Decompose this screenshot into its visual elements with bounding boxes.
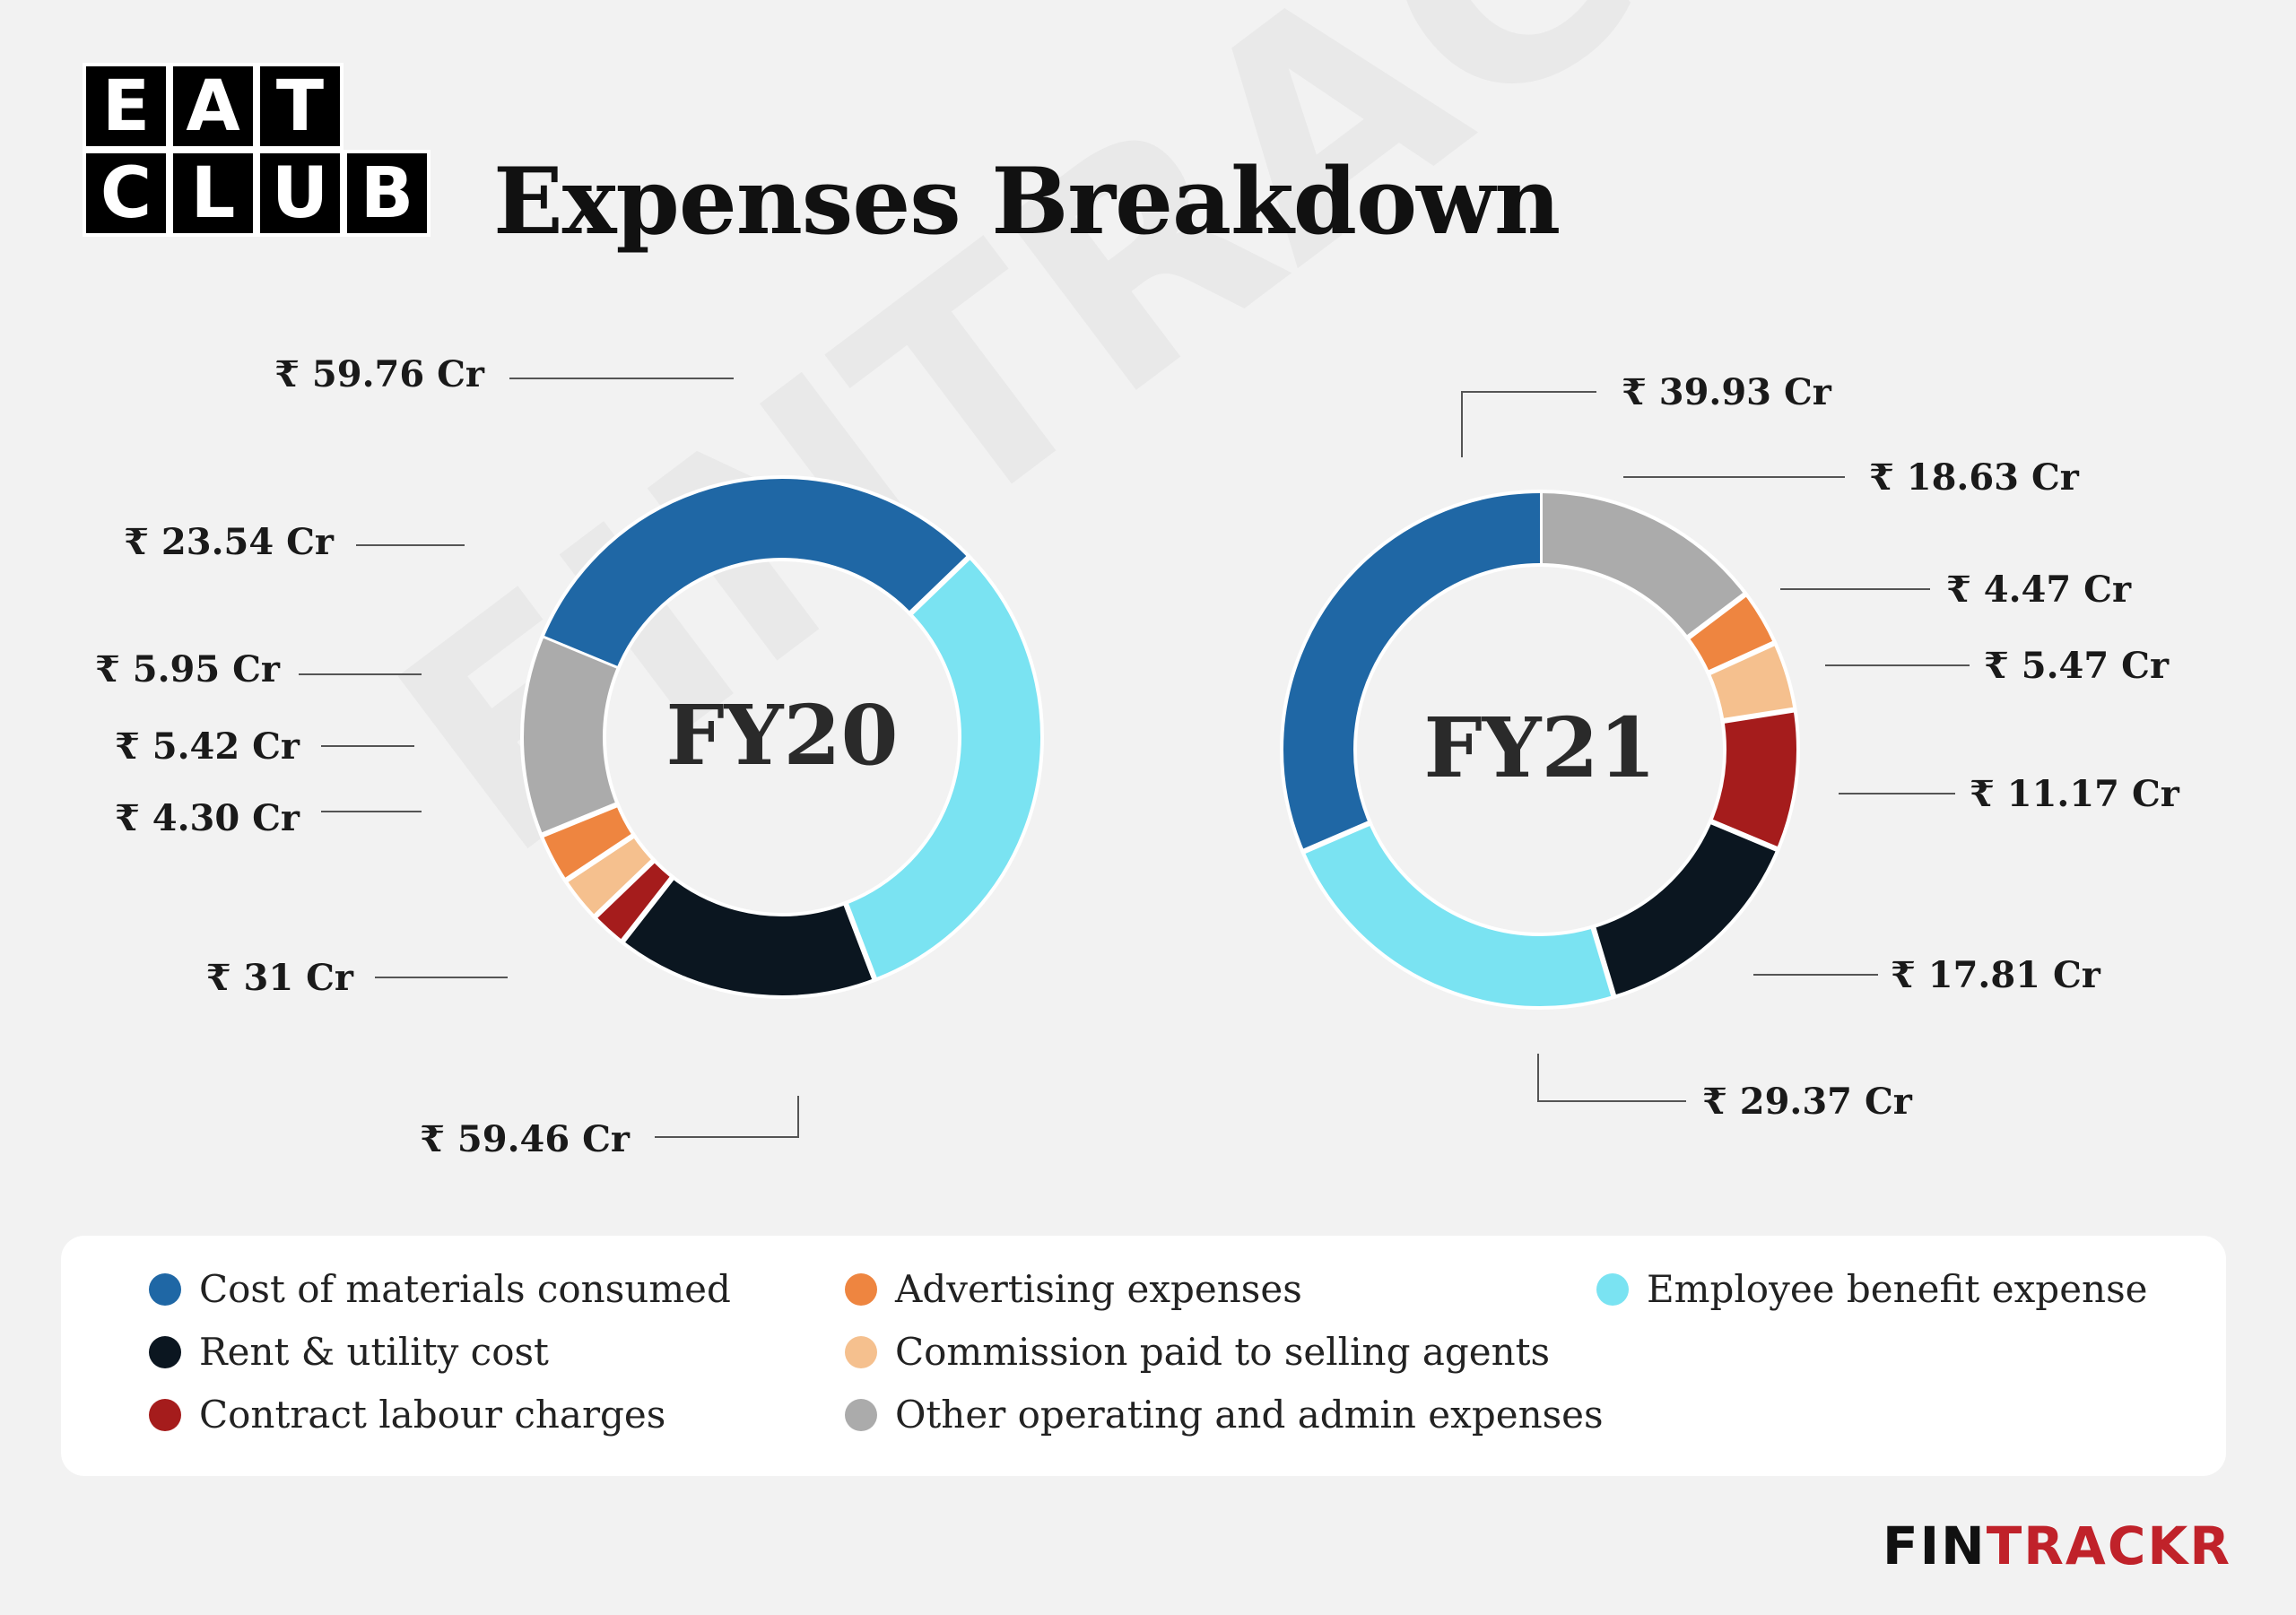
donut-slice <box>622 876 875 997</box>
legend-swatch <box>149 1272 181 1306</box>
legend-swatch <box>149 1398 181 1431</box>
logo-letter: U <box>257 150 344 237</box>
value-label: ₹ 5.95 Cr <box>95 648 281 690</box>
legend-label: Commission paid to selling agents <box>895 1330 1551 1374</box>
legend-item-advertising: Advertising expenses <box>845 1267 1302 1311</box>
slice-separator <box>561 831 638 884</box>
legend-swatch <box>845 1398 877 1431</box>
donut-slice <box>844 556 1042 980</box>
legend-swatch <box>845 1272 877 1306</box>
legend-swatch <box>845 1335 877 1368</box>
donut-slice <box>1302 821 1614 1008</box>
value-label: ₹ 39.93 Cr <box>1622 371 1832 413</box>
donut-slice <box>522 638 619 836</box>
legend-item-cost-of-materials: Cost of materials consumed <box>149 1267 731 1311</box>
logo-letter: C <box>83 150 170 237</box>
value-label: ₹ 4.47 Cr <box>1946 569 2132 611</box>
fintrackr-logo: FINTRACKR <box>1883 1515 2231 1576</box>
eat-club-logo: E A T C L U B <box>83 63 430 237</box>
leader-line <box>1461 391 1596 457</box>
value-label: ₹ 5.47 Cr <box>1984 645 2170 687</box>
logo-letter: E <box>83 63 170 150</box>
center-label: FY20 <box>665 687 898 784</box>
donut-border <box>1353 563 1726 936</box>
value-label: ₹ 17.81 Cr <box>1891 954 2101 996</box>
slice-separator <box>618 873 676 945</box>
value-label: ₹ 29.37 Cr <box>1702 1081 1913 1123</box>
leader-line <box>655 1096 799 1138</box>
donut-slice <box>541 803 635 881</box>
logo-letter: B <box>344 150 430 237</box>
slice-separator <box>538 801 621 839</box>
legend-item-rent-utility: Rent & utility cost <box>149 1330 549 1374</box>
value-label: ₹ 31 Cr <box>206 957 354 999</box>
value-label: ₹ 59.46 Cr <box>420 1118 631 1160</box>
page-title: Expenses Breakdown <box>493 148 1561 256</box>
logo-letter: L <box>170 150 257 237</box>
logo-letter: T <box>257 63 344 150</box>
donut-slice <box>542 477 970 670</box>
donut-slice <box>1708 642 1796 722</box>
slice-separator <box>1707 818 1781 854</box>
legend-item-other-operating: Other operating and admin expenses <box>845 1393 1604 1437</box>
brand-part-1: FIN <box>1882 1515 1987 1576</box>
donut-slice <box>1539 491 1746 639</box>
logo-letter: A <box>170 63 257 150</box>
donut-fy20: FY20 ₹ 59.76 Cr ₹ 59.46 Cr ₹ 31 Cr ₹ 4.30 Cr… <box>95 353 1044 1160</box>
legend-label: Advertising expenses <box>895 1267 1302 1311</box>
slice-separator <box>907 553 973 618</box>
donut-slice <box>1592 820 1779 997</box>
slice-separator <box>842 899 879 983</box>
slice-separator <box>1720 707 1797 725</box>
brand-part-2: TRACKR <box>1986 1515 2231 1576</box>
donut-slice <box>1709 709 1798 850</box>
legend-item-contract-labour: Contract labour charges <box>149 1393 665 1437</box>
value-label: ₹ 4.30 Cr <box>115 797 300 839</box>
slice-separator <box>1705 639 1779 677</box>
value-label: ₹ 59.76 Cr <box>274 353 485 395</box>
legend-swatch <box>149 1335 181 1368</box>
donut-slice <box>1282 491 1541 852</box>
legend-label: Employee benefit expense <box>1647 1267 2148 1311</box>
slice-separator <box>1300 820 1373 855</box>
donut-slice <box>594 859 674 942</box>
slice-separator <box>591 856 657 921</box>
donut-slice <box>1686 594 1776 674</box>
legend-label: Rent & utility cost <box>199 1330 549 1374</box>
legend-swatch <box>1596 1272 1629 1306</box>
legend-label: Other operating and admin expenses <box>895 1393 1604 1437</box>
legend-item-commission: Commission paid to selling agents <box>845 1330 1550 1374</box>
slice-separator <box>1683 590 1750 642</box>
donut-border <box>520 475 1044 999</box>
value-label: ₹ 5.42 Cr <box>115 725 300 768</box>
leader-line <box>1537 1054 1686 1102</box>
value-label: ₹ 18.63 Cr <box>1869 456 2080 499</box>
donut-slice <box>565 834 655 917</box>
legend: Cost of materials consumed Rent & utilit… <box>61 1236 2226 1476</box>
value-label: ₹ 11.17 Cr <box>1970 773 2180 815</box>
donut-fy21: FY21 ₹ 18.63 Cr ₹ 4.47 Cr ₹ 5.47 Cr ₹ 11.17 … <box>1280 371 2180 1123</box>
legend-item-employee-benefit: Employee benefit expense <box>1596 1267 2148 1311</box>
value-label: ₹ 23.54 Cr <box>124 521 335 563</box>
donut-border <box>1280 490 1800 1010</box>
donut-border <box>603 558 961 916</box>
slice-separator <box>1589 924 1618 1000</box>
legend-label: Cost of materials consumed <box>199 1267 731 1311</box>
legend-label: Contract labour charges <box>199 1393 666 1437</box>
center-label: FY21 <box>1423 699 1656 796</box>
